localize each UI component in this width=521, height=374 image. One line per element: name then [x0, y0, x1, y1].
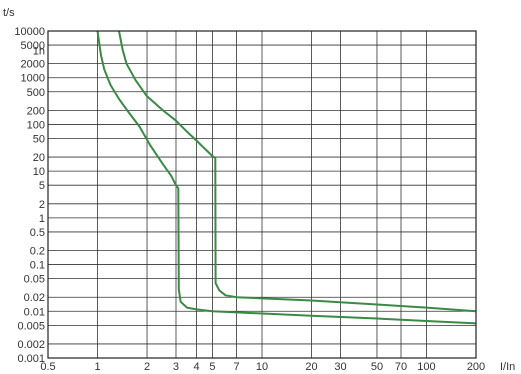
y-tick-label: 0.5: [30, 227, 45, 239]
x-tick-label: 100: [417, 361, 435, 373]
y-tick-label: 1: [39, 213, 45, 225]
y-tick-label: 0.2: [30, 246, 45, 258]
y-axis: 10000 5000 2000 1000 500 200 100 50 20 10 5 2 1 0.5 0.…: [14, 26, 45, 365]
y-tick-label: 100: [27, 119, 45, 131]
x-tick-label: 10: [256, 361, 268, 373]
x-tick-label: 3: [173, 361, 179, 373]
y-tick-label: 2: [39, 199, 45, 211]
y-tick-label: 1000: [21, 73, 45, 85]
y-tick-label: 0.05: [24, 274, 45, 286]
y-tick-label: 0.001: [17, 353, 45, 365]
y-tick-label: 0.02: [24, 292, 45, 304]
x-tick-label: 0.5: [40, 361, 55, 373]
y-axis-label: t/s: [3, 7, 15, 19]
y-tick-label: 10000: [14, 26, 45, 38]
y-tick-label: 0.005: [17, 320, 45, 332]
y-tick-label: 50: [33, 133, 45, 145]
y-tick-label: 0.002: [17, 339, 45, 351]
y-tick-label: 5: [39, 180, 45, 192]
x-tick-label: 200: [467, 361, 485, 373]
plot-area: [96, 30, 477, 325]
x-tick-label: 4: [193, 361, 199, 373]
y-tick-label: 20: [33, 152, 45, 164]
trip-curve: [96, 30, 477, 325]
x-tick-label: 20: [305, 361, 317, 373]
x-tick-label: 30: [334, 361, 346, 373]
x-tick-label: 2: [144, 361, 150, 373]
grid: [47, 30, 477, 359]
y-tick-label: 200: [27, 105, 45, 117]
annotations: 1h: [33, 46, 45, 58]
y-tick-label: 2000: [21, 59, 45, 71]
x-tick-label: 7: [233, 361, 239, 373]
x-tick-label: 70: [395, 361, 407, 373]
y-tick-label: 500: [27, 87, 45, 99]
x-tick-label: 5: [209, 361, 215, 373]
plot-frame: [47, 30, 477, 359]
x-axis-label: I/In: [500, 361, 515, 373]
x-axis: 0.5 1 2 3 4 5 7 10 20 30 50 70 100 200: [40, 361, 485, 373]
y-tick-label: 5000: [21, 40, 45, 52]
y-tick-label: 10: [33, 166, 45, 178]
y-tick-label: 0.01: [24, 306, 45, 318]
annotation-label: 1h: [33, 46, 45, 58]
y-tick-label: 0.1: [30, 260, 45, 272]
trip-curve: [118, 30, 477, 313]
x-tick-label: 50: [371, 361, 383, 373]
x-tick-label: 1: [94, 361, 100, 373]
